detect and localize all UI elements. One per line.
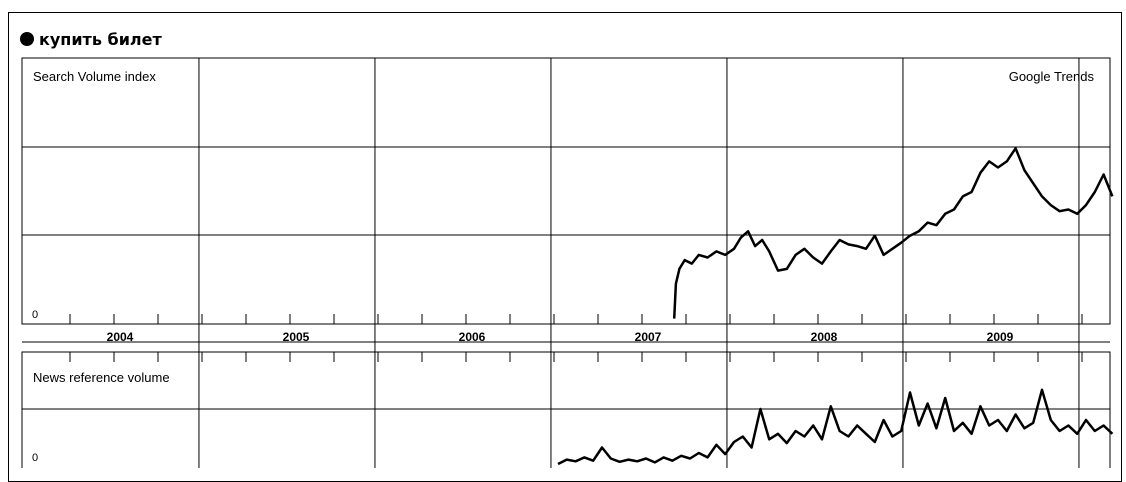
- legend: купить билет: [20, 29, 162, 49]
- year-tick-label: 2009: [987, 330, 1014, 344]
- chart-frame: [8, 12, 1122, 482]
- year-tick-label: 2005: [283, 330, 310, 344]
- search-panel-title: Search Volume index: [33, 69, 156, 84]
- news-volume-panel: News reference volume 0: [21, 342, 1114, 468]
- news-y-zero-label: 0: [32, 452, 38, 464]
- year-axis-band: 2004 2005 2006 2007 2008 2009: [22, 330, 1110, 344]
- news-panel-border: [21, 351, 1111, 468]
- google-trends-watermark: Google Trends: [1009, 69, 1095, 84]
- search-volume-panel: Search Volume index Google Trends 0: [21, 57, 1114, 342]
- search-y-zero-label: 0: [32, 309, 38, 321]
- year-tick-label: 2008: [811, 330, 838, 344]
- news-volume-series-line: [557, 388, 1114, 466]
- trends-chart: Search Volume index Google Trends 0 2004…: [21, 57, 1114, 468]
- year-tick-label: 2007: [635, 330, 662, 344]
- legend-term: купить билет: [39, 29, 162, 49]
- news-panel-title: News reference volume: [33, 370, 170, 385]
- legend-bullet-icon: [20, 32, 34, 46]
- search-volume-series-line: [672, 147, 1114, 319]
- year-tick-label: 2004: [107, 330, 134, 344]
- year-tick-label: 2006: [459, 330, 486, 344]
- search-panel-border: [21, 57, 1111, 325]
